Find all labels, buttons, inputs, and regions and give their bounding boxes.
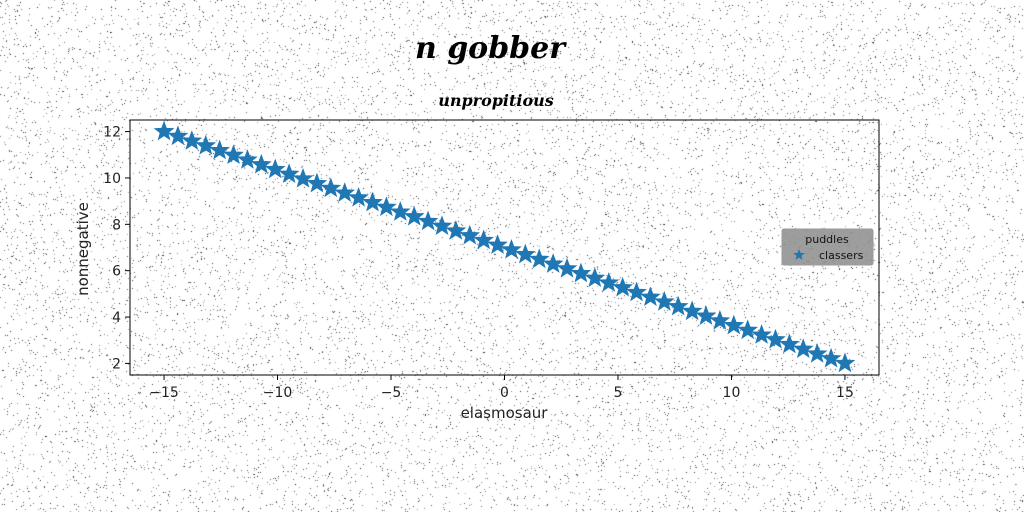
chart-title: unpropitious — [438, 91, 554, 110]
y-tick-label: 6 — [112, 264, 121, 280]
data-point — [653, 291, 675, 311]
data-point — [306, 172, 328, 193]
legend-marker-star — [793, 249, 805, 260]
data-point — [681, 300, 703, 321]
y-axis-label: nonnegative — [74, 202, 92, 296]
data-point — [723, 314, 745, 335]
x-tick-label: −5 — [381, 385, 402, 401]
data-point — [473, 229, 494, 250]
x-tick-label: 15 — [836, 385, 854, 401]
data-point — [806, 343, 828, 363]
data-point — [709, 309, 731, 330]
data-point — [376, 196, 397, 217]
legend-label: classers — [819, 249, 864, 262]
x-axis-label: elasmosaur — [461, 404, 549, 422]
chart-suptitle: n gobber — [415, 31, 567, 66]
data-point — [542, 253, 564, 273]
y-tick-label: 8 — [112, 217, 121, 233]
data-point — [292, 168, 314, 188]
legend-box — [781, 228, 874, 266]
data-point — [250, 153, 272, 174]
data-point — [334, 182, 356, 202]
data-point — [459, 224, 481, 245]
data-point — [487, 234, 508, 254]
data-point — [320, 177, 342, 198]
data-point — [223, 144, 244, 165]
data-point — [515, 243, 536, 264]
data-point — [209, 139, 230, 160]
legend-star-icon — [793, 249, 805, 260]
data-point — [362, 191, 383, 212]
data-point — [695, 305, 717, 325]
data-point — [765, 328, 786, 349]
data-point — [167, 125, 189, 146]
data-point — [278, 163, 300, 183]
x-axis: −15 −10 −5 0 5 10 15 — [149, 375, 854, 401]
data-point — [640, 286, 661, 306]
data-point — [626, 281, 647, 302]
data-point — [834, 352, 856, 373]
data-point — [667, 295, 689, 316]
y-tick-label: 2 — [112, 356, 121, 372]
data-point — [556, 257, 578, 278]
data-point — [737, 319, 759, 340]
data-point — [389, 201, 411, 221]
data-point — [264, 158, 286, 179]
y-axis: 2 4 6 8 10 12 — [103, 125, 130, 372]
x-tick-label: 10 — [723, 385, 741, 401]
data-point — [348, 186, 369, 207]
data-point — [431, 215, 453, 235]
data-point — [751, 324, 772, 344]
data-point — [417, 210, 439, 231]
y-tick-label: 10 — [103, 171, 121, 187]
legend-title: puddles — [805, 233, 849, 246]
data-point — [570, 262, 592, 283]
data-point — [779, 333, 800, 354]
x-tick-label: 5 — [614, 385, 623, 401]
data-point — [195, 134, 217, 155]
data-point — [820, 347, 842, 368]
data-point — [153, 120, 175, 141]
data-point — [598, 272, 620, 292]
data-point — [181, 130, 203, 150]
y-tick-label: 12 — [103, 125, 121, 141]
data-point — [501, 239, 522, 259]
data-point — [445, 220, 467, 240]
data-point — [237, 149, 258, 169]
data-point — [792, 338, 814, 359]
data-point — [528, 248, 550, 269]
data-point — [403, 205, 425, 226]
legend: puddles classers — [781, 228, 874, 266]
data-point — [584, 267, 606, 288]
data-point — [612, 276, 633, 297]
x-tick-label: −15 — [149, 385, 179, 401]
series-classers — [153, 120, 856, 373]
y-tick-label: 4 — [112, 310, 121, 326]
x-tick-label: −10 — [263, 385, 293, 401]
x-tick-label: 0 — [500, 385, 509, 401]
